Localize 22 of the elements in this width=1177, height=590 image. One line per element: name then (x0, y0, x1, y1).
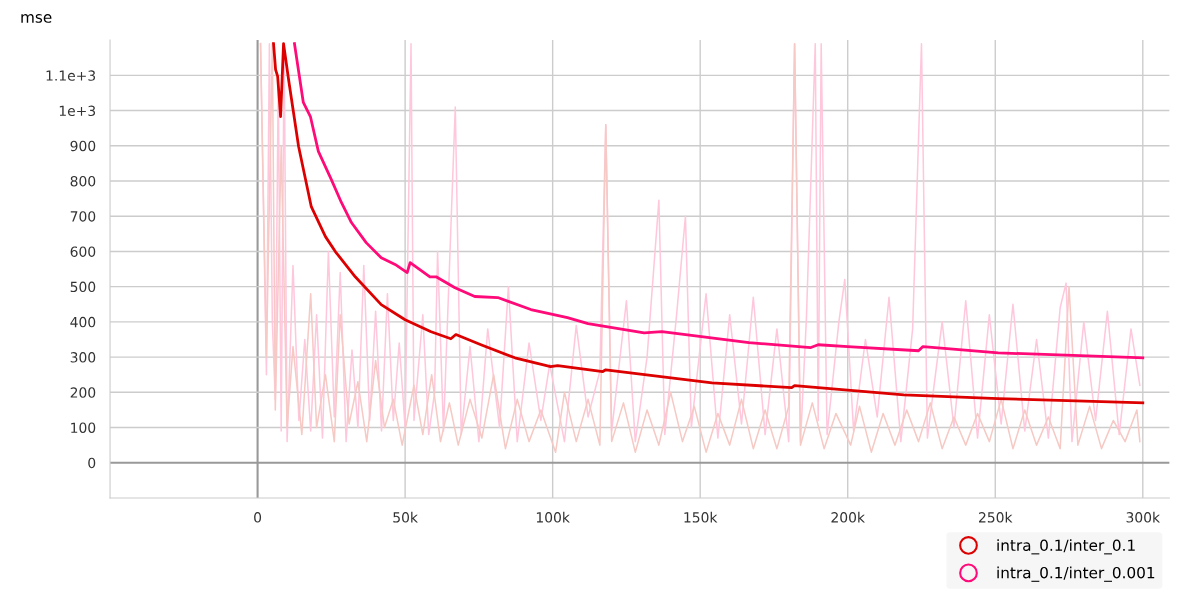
y-tick-label: 1e+3 (59, 105, 96, 117)
y-tick-label: 800 (70, 175, 96, 187)
y-tick-label: 400 (70, 316, 96, 328)
y-tick-label: 500 (70, 281, 96, 293)
y-tick-label: 0 (88, 457, 96, 469)
y-tick-label: 300 (70, 352, 96, 363)
y-tick-label: 200 (70, 387, 96, 398)
y-tick-label: 100 (71, 422, 96, 433)
x-tick-label: 0 (254, 512, 262, 523)
x-tick-label: 100k (536, 511, 570, 523)
x-tick-label: 250k (979, 511, 1013, 523)
x-tick-label: 150k (684, 511, 718, 523)
x-tick-label: 50k (393, 511, 418, 523)
y-tick-label: 600 (70, 246, 96, 257)
y-tick-label: 1.1e+3 (46, 70, 96, 81)
chart-title: mse (21, 14, 52, 23)
legend-label: intra_0.1/inter_0.001 (997, 566, 1155, 582)
x-tick-label: 200k (831, 511, 865, 523)
x-tick-label: 300k (1126, 511, 1161, 523)
legend-label: intra_0.1/inter_0.1 (997, 539, 1135, 555)
y-tick-label: 700 (70, 211, 96, 222)
y-tick-label: 900 (70, 140, 96, 152)
